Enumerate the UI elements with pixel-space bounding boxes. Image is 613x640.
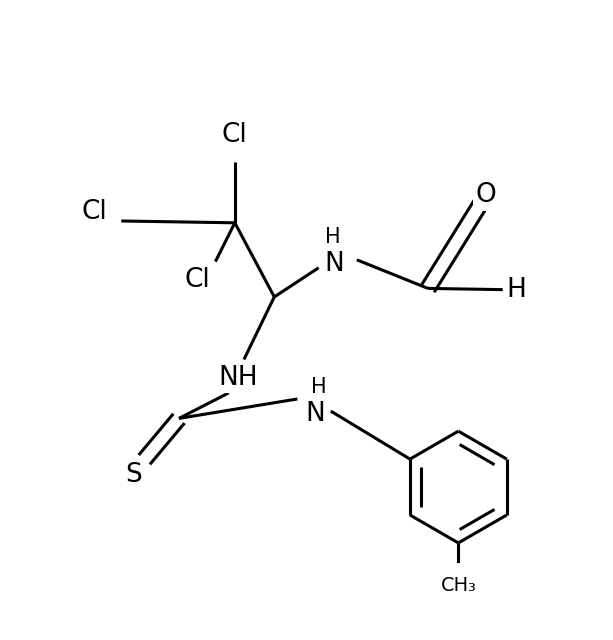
Text: H: H <box>506 276 526 303</box>
Text: N: N <box>324 251 344 277</box>
Text: O: O <box>475 182 496 209</box>
Text: CH₃: CH₃ <box>440 576 476 595</box>
Text: H: H <box>325 227 340 248</box>
Text: NH: NH <box>218 365 257 390</box>
Text: H: H <box>311 377 327 397</box>
Text: N: N <box>306 401 326 427</box>
Text: Cl: Cl <box>222 122 248 148</box>
Text: Cl: Cl <box>81 199 107 225</box>
Text: S: S <box>125 462 142 488</box>
Text: Cl: Cl <box>185 267 210 293</box>
